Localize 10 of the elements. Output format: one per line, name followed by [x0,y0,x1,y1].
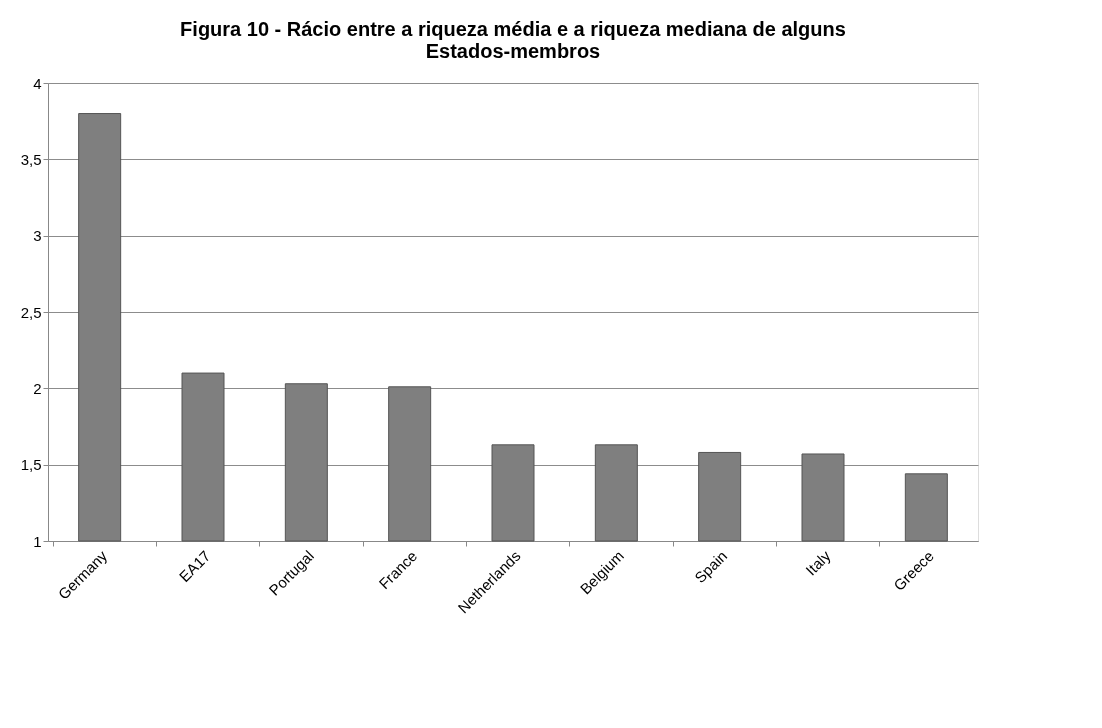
text: Estados-membros [425,40,601,62]
y-tick-label: 3 [33,227,42,245]
y-tick-label: 2 [33,379,42,397]
text: Figura 10 - Rácio entre a riqueza média e a riqueza mediana de alguns [180,18,846,40]
y-tick-label: 4 [33,74,42,92]
y-tick-label: 1 [33,532,42,550]
x-tick-label: Italy [802,546,834,579]
y-tick-label: 2,5 [20,303,42,321]
y-tick-label: 3,5 [20,150,42,168]
y-tick-label: 1,5 [20,456,42,474]
